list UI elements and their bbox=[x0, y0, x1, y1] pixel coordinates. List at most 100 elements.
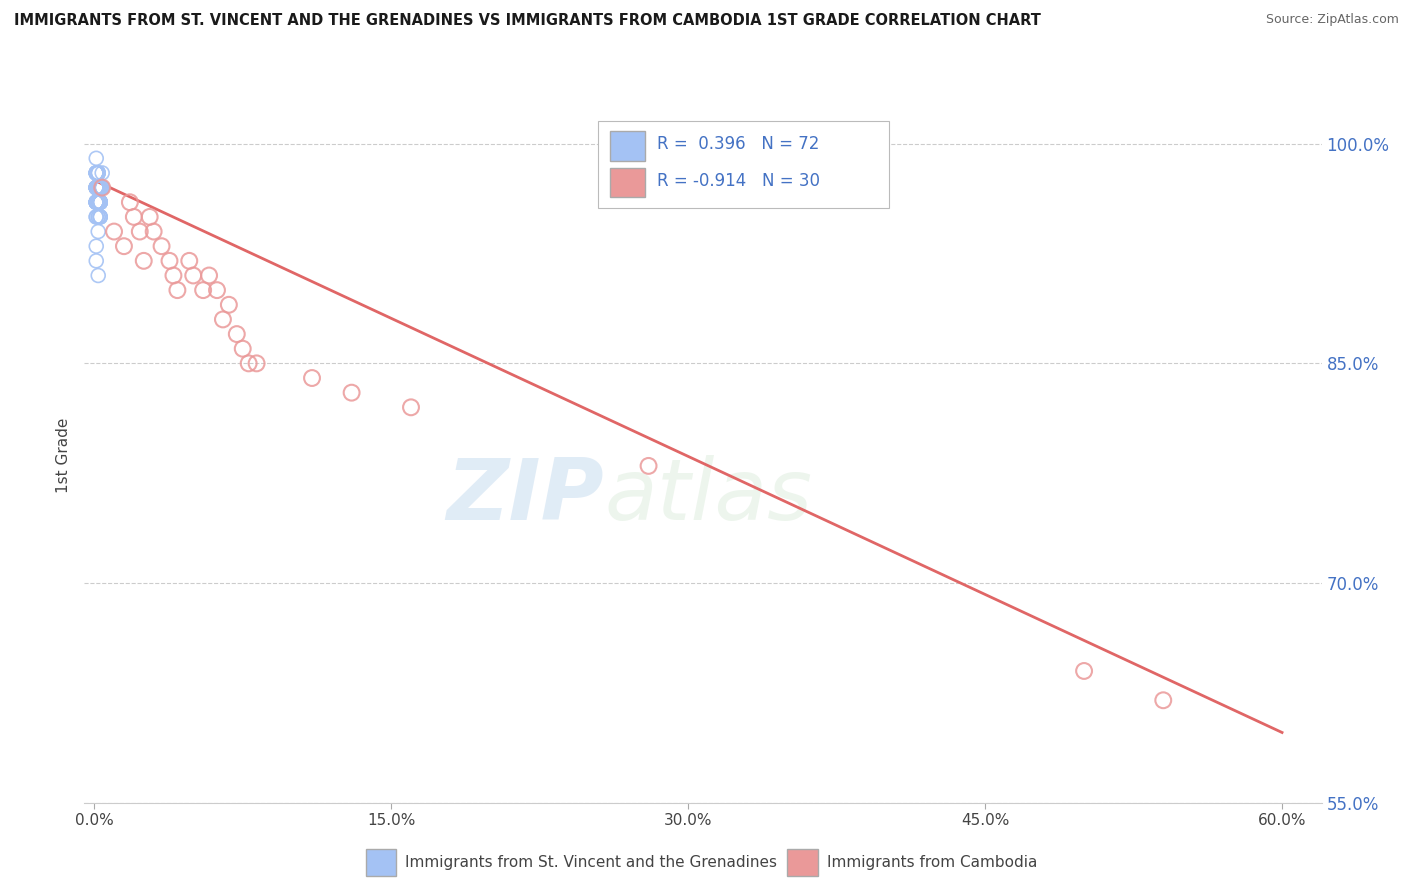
Point bbox=[84, 166, 107, 180]
Point bbox=[112, 239, 135, 253]
Point bbox=[89, 180, 111, 194]
Point bbox=[128, 225, 150, 239]
Point bbox=[91, 180, 114, 194]
Point bbox=[91, 166, 114, 180]
Point bbox=[118, 195, 141, 210]
Point bbox=[89, 180, 111, 194]
Point bbox=[84, 151, 107, 165]
Point bbox=[245, 356, 267, 370]
Point bbox=[138, 210, 160, 224]
Point bbox=[181, 268, 204, 283]
Point bbox=[87, 180, 110, 194]
Point bbox=[89, 195, 111, 210]
Point bbox=[89, 195, 111, 210]
Point bbox=[87, 195, 110, 210]
Point bbox=[159, 253, 181, 268]
Point bbox=[150, 239, 173, 253]
Point bbox=[87, 180, 110, 194]
Point bbox=[122, 210, 145, 224]
Point bbox=[84, 210, 107, 224]
Point bbox=[218, 298, 240, 312]
Point bbox=[132, 253, 155, 268]
Point bbox=[89, 210, 111, 224]
Point bbox=[84, 195, 107, 210]
Point bbox=[1073, 664, 1095, 678]
Point bbox=[87, 195, 110, 210]
Point bbox=[84, 180, 107, 194]
Point bbox=[84, 180, 107, 194]
Point bbox=[87, 195, 110, 210]
Point bbox=[89, 195, 111, 210]
Point bbox=[87, 180, 110, 194]
Text: Immigrants from Cambodia: Immigrants from Cambodia bbox=[827, 855, 1038, 870]
Text: Source: ZipAtlas.com: Source: ZipAtlas.com bbox=[1265, 13, 1399, 27]
Text: atlas: atlas bbox=[605, 455, 813, 538]
Point bbox=[84, 210, 107, 224]
Point bbox=[87, 166, 110, 180]
Point bbox=[637, 458, 659, 473]
Point bbox=[89, 195, 111, 210]
Point bbox=[84, 195, 107, 210]
Point bbox=[87, 180, 110, 194]
Point bbox=[399, 401, 422, 415]
Point bbox=[84, 166, 107, 180]
Point bbox=[84, 195, 107, 210]
Point bbox=[87, 180, 110, 194]
Point bbox=[84, 180, 107, 194]
Point bbox=[87, 180, 110, 194]
Point bbox=[84, 253, 107, 268]
Point bbox=[89, 195, 111, 210]
Point bbox=[191, 283, 214, 297]
Point bbox=[87, 180, 110, 194]
Text: Immigrants from St. Vincent and the Grenadines: Immigrants from St. Vincent and the Gren… bbox=[405, 855, 778, 870]
Point bbox=[87, 180, 110, 194]
Point bbox=[212, 312, 235, 326]
Point bbox=[84, 195, 107, 210]
Point bbox=[84, 166, 107, 180]
Point bbox=[84, 239, 107, 253]
Point bbox=[87, 210, 110, 224]
Point bbox=[89, 180, 111, 194]
Point bbox=[89, 210, 111, 224]
Point bbox=[87, 268, 110, 283]
Point bbox=[87, 180, 110, 194]
Point bbox=[84, 195, 107, 210]
Point bbox=[166, 283, 188, 297]
Point bbox=[84, 180, 107, 194]
Point bbox=[84, 180, 107, 194]
Point bbox=[162, 268, 184, 283]
Y-axis label: 1st Grade: 1st Grade bbox=[56, 417, 72, 492]
Point bbox=[198, 268, 221, 283]
Point bbox=[89, 180, 111, 194]
Point bbox=[87, 180, 110, 194]
Point bbox=[179, 253, 201, 268]
Text: R = -0.914   N = 30: R = -0.914 N = 30 bbox=[657, 172, 820, 191]
Point bbox=[301, 371, 323, 385]
Point bbox=[238, 356, 260, 370]
FancyBboxPatch shape bbox=[598, 121, 889, 208]
Point bbox=[87, 195, 110, 210]
Point bbox=[84, 180, 107, 194]
Point bbox=[84, 180, 107, 194]
Point bbox=[225, 327, 247, 342]
Point bbox=[89, 195, 111, 210]
Bar bbox=[610, 169, 645, 197]
Point bbox=[84, 180, 107, 194]
Point bbox=[205, 283, 228, 297]
Point bbox=[87, 180, 110, 194]
Point bbox=[89, 195, 111, 210]
Point bbox=[87, 195, 110, 210]
Point bbox=[84, 166, 107, 180]
Point bbox=[91, 180, 114, 194]
Point bbox=[91, 180, 114, 194]
Point bbox=[232, 342, 254, 356]
Point bbox=[89, 180, 111, 194]
Point bbox=[142, 225, 165, 239]
Point bbox=[89, 195, 111, 210]
Text: IMMIGRANTS FROM ST. VINCENT AND THE GRENADINES VS IMMIGRANTS FROM CAMBODIA 1ST G: IMMIGRANTS FROM ST. VINCENT AND THE GREN… bbox=[14, 13, 1040, 29]
Point bbox=[84, 195, 107, 210]
Point bbox=[89, 210, 111, 224]
Point bbox=[84, 166, 107, 180]
Point bbox=[91, 180, 114, 194]
Point bbox=[87, 166, 110, 180]
